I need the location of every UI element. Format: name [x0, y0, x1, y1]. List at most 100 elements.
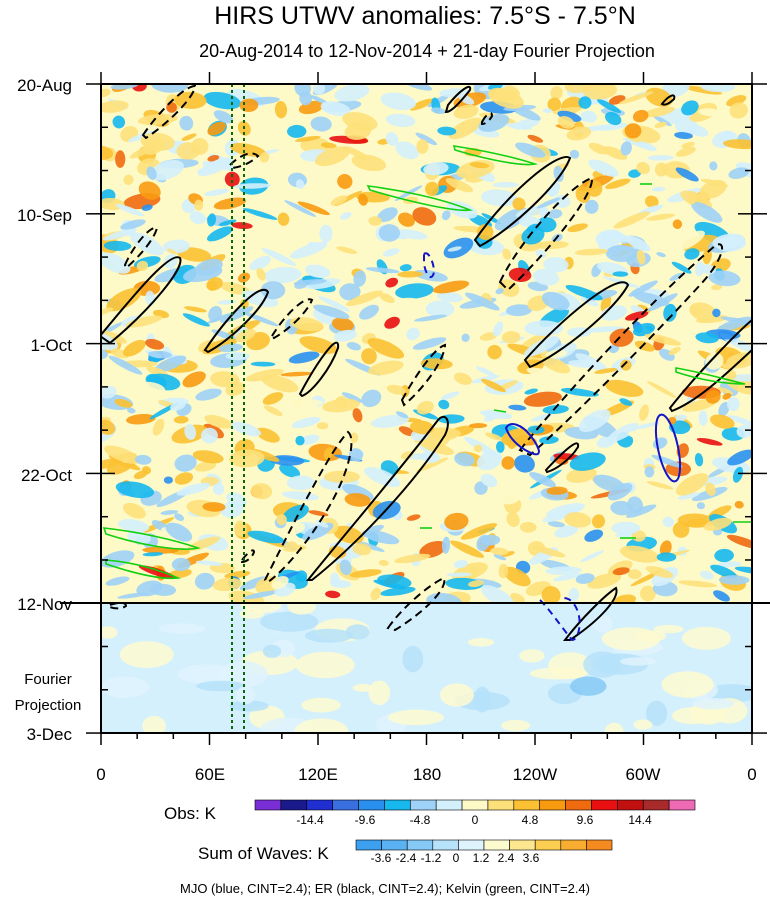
- obs-anomaly-patch: [395, 411, 409, 419]
- obs-anomaly-patch: [687, 191, 697, 205]
- projection-anomaly-patch: [196, 680, 246, 692]
- obs-anomaly-patch: [196, 168, 211, 174]
- projection-label-line1: Fourier: [24, 671, 72, 688]
- obs-anomaly-patch: [501, 551, 515, 557]
- obs-anomaly-patch: [612, 271, 629, 277]
- projection-anomaly-patch: [467, 638, 495, 647]
- obs-anomaly-patch: [705, 482, 716, 496]
- obs-anomaly-patch: [495, 288, 504, 295]
- obs-anomaly-patch: [256, 268, 266, 281]
- obs-anomaly-patch: [695, 315, 729, 324]
- projection-anomaly-patch: [646, 700, 668, 726]
- obs-anomaly-patch: [656, 252, 666, 258]
- obs-anomaly-patch: [195, 388, 222, 401]
- obs-anomaly-patch: [382, 248, 400, 257]
- projection-label: Fourier Projection: [15, 671, 82, 714]
- obs-anomaly-patch: [364, 467, 401, 488]
- projection-anomaly-patch: [592, 614, 613, 633]
- obs-anomaly-patch: [174, 454, 197, 472]
- obs-anomaly-patch: [473, 444, 483, 453]
- projection-label-line2: Projection: [15, 697, 82, 714]
- obs-colorbar-swatch: [565, 799, 592, 811]
- obs-colorbar-swatch: [539, 799, 566, 811]
- obs-anomaly-patch: [605, 178, 631, 189]
- obs-colorbar-swatch: [306, 799, 333, 811]
- obs-anomaly-patch: [591, 514, 606, 529]
- obs-anomaly-patch: [206, 226, 233, 242]
- obs-anomaly-patch: [627, 496, 644, 514]
- obs-anomaly-patch: [607, 482, 633, 501]
- obs-anomaly-patch: [476, 450, 503, 471]
- obs-anomaly-patch: [250, 483, 273, 500]
- projection-field: [101, 603, 752, 733]
- obs-anomaly-patch: [675, 473, 709, 496]
- obs-anomaly-patch: [546, 486, 568, 495]
- obs-anomaly-patch: [264, 266, 302, 284]
- obs-anomaly-patch: [444, 512, 469, 531]
- obs-anomaly-patch: [122, 457, 130, 463]
- obs-colorbar-ticks: -14.4 -9.6 -4.8 0 4.8 9.6 14.4: [296, 813, 652, 827]
- obs-anomaly-patch: [564, 512, 592, 528]
- obs-anomaly-patch: [542, 108, 553, 114]
- obs-anomaly-patch: [709, 161, 718, 171]
- obs-colorbar: [254, 799, 696, 811]
- projection-anomaly-patch: [681, 626, 731, 650]
- obs-anomaly-patch: [416, 457, 449, 472]
- obs-anomaly-patch: [194, 572, 215, 590]
- obs-anomaly-patch: [115, 203, 145, 217]
- obs-colorbar-tick: -9.6: [355, 813, 376, 827]
- obs-anomaly-patch: [532, 268, 560, 286]
- obs-anomaly-patch: [425, 300, 455, 318]
- obs-anomaly-patch: [663, 303, 677, 322]
- obs-anomaly-patch: [726, 397, 740, 412]
- obs-anomaly-patch: [299, 91, 313, 106]
- obs-anomaly-patch: [115, 150, 126, 168]
- obs-anomaly-patch: [631, 422, 660, 430]
- waves-colorbar-swatch: [432, 839, 459, 851]
- obs-anomaly-patch: [647, 155, 674, 161]
- obs-anomaly-patch: [141, 466, 152, 475]
- obs-anomaly-patch: [295, 435, 305, 446]
- obs-anomaly-patch: [553, 165, 564, 183]
- obs-anomaly-patch: [702, 248, 712, 265]
- obs-anomaly-patch: [399, 264, 412, 272]
- obs-anomaly-patch: [477, 224, 494, 241]
- obs-anomaly-patch: [547, 97, 562, 112]
- waves-colorbar: [355, 839, 613, 851]
- obs-anomaly-patch: [351, 154, 387, 172]
- obs-anomaly-patch: [340, 212, 352, 220]
- obs-field: [101, 84, 752, 603]
- obs-colorbar-swatch: [332, 799, 359, 811]
- obs-anomaly-patch: [515, 142, 546, 158]
- projection-anomaly-patch: [236, 686, 256, 705]
- obs-anomaly-patch: [461, 333, 470, 342]
- obs-anomaly-patch: [588, 142, 609, 155]
- obs-anomaly-patch: [152, 418, 165, 436]
- obs-anomaly-patch: [718, 401, 730, 417]
- er-contours-positive: [101, 85, 752, 641]
- obs-anomaly-patch: [587, 572, 622, 589]
- obs-anomaly-patch: [108, 355, 143, 375]
- obs-anomaly-patch: [308, 510, 329, 517]
- obs-anomaly-patch: [530, 413, 553, 422]
- obs-anomaly-patch: [262, 392, 284, 405]
- obs-anomaly-patch: [233, 183, 272, 189]
- obs-anomaly-patch: [400, 297, 419, 303]
- obs-anomaly-patch: [325, 590, 341, 599]
- y-tick-label: 12-Nov: [17, 595, 72, 614]
- obs-anomaly-patch: [379, 293, 395, 304]
- projection-anomaly-patch: [304, 628, 353, 643]
- obs-anomaly-patch: [669, 272, 684, 281]
- y-tick-label: 22-Oct: [21, 466, 72, 485]
- obs-anomaly-patch: [101, 307, 114, 316]
- obs-anomaly-patch: [645, 325, 654, 331]
- obs-anomaly-patch: [230, 421, 262, 437]
- obs-anomaly-patch: [293, 279, 327, 286]
- x-tick-label: 0: [96, 765, 105, 784]
- obs-anomaly-patch: [495, 441, 505, 453]
- obs-anomaly-patch: [545, 566, 582, 576]
- obs-anomaly-patch: [566, 467, 597, 483]
- obs-anomaly-patch: [508, 404, 527, 411]
- obs-anomaly-patch: [249, 255, 272, 271]
- obs-anomaly-patch: [498, 563, 509, 579]
